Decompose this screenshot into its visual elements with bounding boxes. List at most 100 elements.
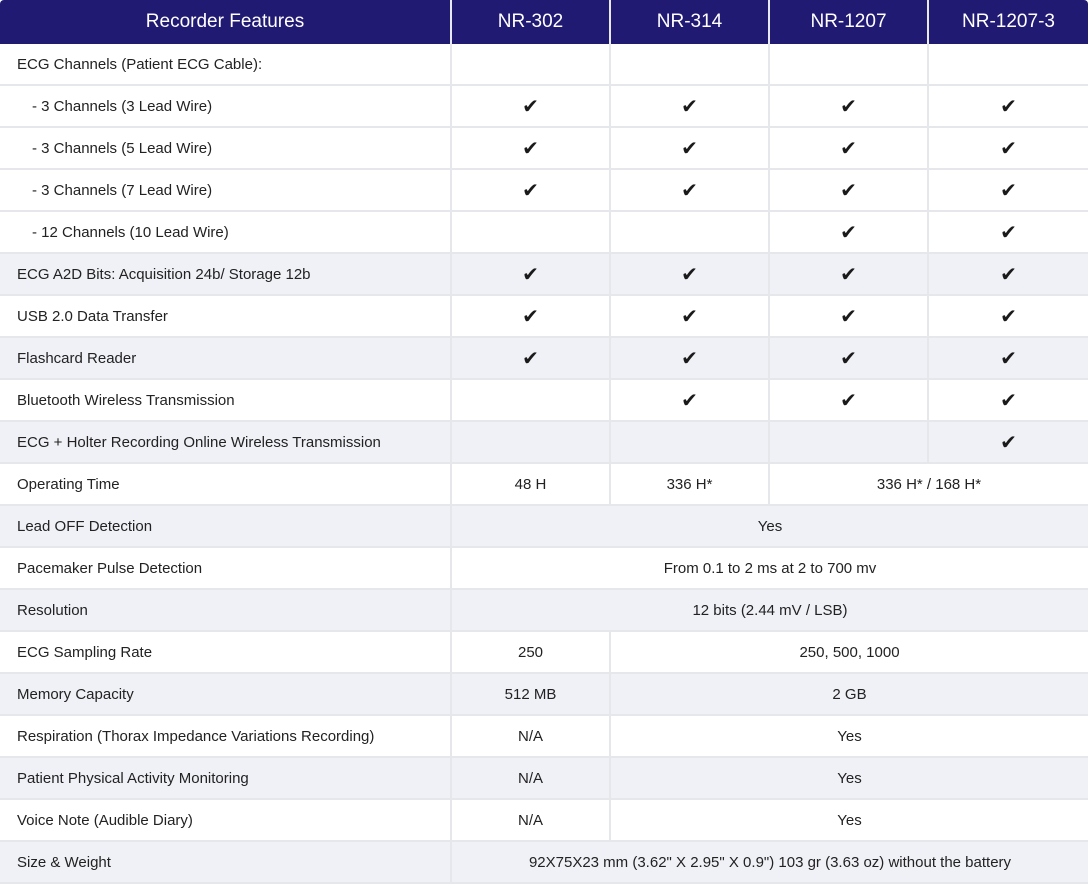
value-cell [611,212,770,254]
feature-cell: ✔ [452,128,611,170]
checkmark-icon: ✔ [1000,221,1017,244]
table-row: - 3 Channels (3 Lead Wire) ✔ ✔ ✔ ✔ [0,86,1088,128]
feature-label: ECG + Holter Recording Online Wireless T… [0,422,452,464]
value-cell [770,44,929,86]
checkmark-icon: ✔ [1000,95,1017,118]
checkmark-icon: ✔ [840,347,857,370]
feature-cell: ✔ [770,254,929,296]
checkmark-icon: ✔ [840,305,857,328]
feature-cell: ✔ [929,170,1088,212]
feature-cell: ✔ [611,380,770,422]
feature-label: Size & Weight [0,842,452,884]
value-cell: 250 [452,632,611,674]
feature-cell: ✔ [770,170,929,212]
header-nr-314: NR-314 [611,0,770,44]
table-row: Voice Note (Audible Diary) N/A Yes [0,800,1088,842]
value-cell: From 0.1 to 2 ms at 2 to 700 mv [452,548,1088,590]
table-row: Flashcard Reader ✔ ✔ ✔ ✔ [0,338,1088,380]
value-cell [452,44,611,86]
feature-cell: ✔ [770,128,929,170]
value-cell [611,422,770,464]
table-row: USB 2.0 Data Transfer ✔ ✔ ✔ ✔ [0,296,1088,338]
value-cell [770,422,929,464]
feature-cell: ✔ [452,170,611,212]
checkmark-icon: ✔ [840,95,857,118]
value-cell: 48 H [452,464,611,506]
value-cell: 336 H* [611,464,770,506]
table-row: Respiration (Thorax Impedance Variations… [0,716,1088,758]
feature-cell: ✔ [770,212,929,254]
feature-cell: ✔ [929,338,1088,380]
table-row: ECG Sampling Rate 250 250, 500, 1000 [0,632,1088,674]
value-cell: 2 GB [611,674,1088,716]
feature-label: - 12 Channels (10 Lead Wire) [0,212,452,254]
feature-cell: ✔ [770,380,929,422]
feature-label: Memory Capacity [0,674,452,716]
value-cell: 250, 500, 1000 [611,632,1088,674]
feature-cell: ✔ [611,86,770,128]
table-row: Patient Physical Activity Monitoring N/A Y… [0,758,1088,800]
checkmark-icon: ✔ [681,179,698,202]
checkmark-icon: ✔ [840,221,857,244]
value-cell: Yes [611,758,1088,800]
feature-cell: ✔ [929,296,1088,338]
value-cell: N/A [452,716,611,758]
table-row: ECG A2D Bits: Acquisition 24b/ Storage 1… [0,254,1088,296]
header-nr-1207: NR-1207 [770,0,929,44]
feature-cell: ✔ [452,86,611,128]
feature-cell: ✔ [770,86,929,128]
feature-label: - 3 Channels (7 Lead Wire) [0,170,452,212]
feature-label: ECG A2D Bits: Acquisition 24b/ Storage 1… [0,254,452,296]
feature-label: ECG Channels (Patient ECG Cable): [0,44,452,86]
value-cell: 12 bits (2.44 mV / LSB) [452,590,1088,632]
table-row: Pacemaker Pulse Detection From 0.1 to 2 m… [0,548,1088,590]
feature-cell: ✔ [452,254,611,296]
header-nr-1207-3: NR-1207-3 [929,0,1088,44]
checkmark-icon: ✔ [840,389,857,412]
feature-cell: ✔ [770,296,929,338]
value-cell: 336 H* / 168 H* [770,464,1088,506]
table-row: Resolution 12 bits (2.44 mV / LSB) [0,590,1088,632]
checkmark-icon: ✔ [840,137,857,160]
checkmark-icon: ✔ [840,263,857,286]
feature-label: Bluetooth Wireless Transmission [0,380,452,422]
table-row: Operating Time 48 H 336 H* 336 H* / 168 H* [0,464,1088,506]
value-cell [929,44,1088,86]
checkmark-icon: ✔ [681,347,698,370]
value-cell: Yes [452,506,1088,548]
table-row: Memory Capacity 512 MB 2 GB [0,674,1088,716]
checkmark-icon: ✔ [681,389,698,412]
checkmark-icon: ✔ [681,263,698,286]
table-row: Bluetooth Wireless Transmission ✔ ✔ ✔ [0,380,1088,422]
feature-label: Respiration (Thorax Impedance Variations… [0,716,452,758]
table-row: - 3 Channels (5 Lead Wire) ✔ ✔ ✔ ✔ [0,128,1088,170]
header-recorder-features: Recorder Features [0,0,452,44]
feature-cell: ✔ [929,212,1088,254]
table-row: - 12 Channels (10 Lead Wire) ✔ ✔ [0,212,1088,254]
feature-label: Patient Physical Activity Monitoring [0,758,452,800]
checkmark-icon: ✔ [1000,137,1017,160]
feature-label: - 3 Channels (3 Lead Wire) [0,86,452,128]
checkmark-icon: ✔ [840,179,857,202]
checkmark-icon: ✔ [1000,389,1017,412]
value-cell: 92X75X23 mm (3.62" X 2.95" X 0.9") 103 g… [452,842,1088,884]
value-cell [452,422,611,464]
value-cell [452,212,611,254]
checkmark-icon: ✔ [1000,347,1017,370]
checkmark-icon: ✔ [522,347,539,370]
table-row: Size & Weight 92X75X23 mm (3.62" X 2.95" … [0,842,1088,884]
feature-cell: ✔ [929,422,1088,464]
feature-label: Pacemaker Pulse Detection [0,548,452,590]
value-cell: 512 MB [452,674,611,716]
checkmark-icon: ✔ [1000,431,1017,454]
table-row: - 3 Channels (7 Lead Wire) ✔ ✔ ✔ ✔ [0,170,1088,212]
header-row: Recorder Features NR-302 NR-314 NR-1207 … [0,0,1088,44]
checkmark-icon: ✔ [681,305,698,328]
feature-cell: ✔ [611,128,770,170]
feature-label: USB 2.0 Data Transfer [0,296,452,338]
table-row: ECG Channels (Patient ECG Cable): [0,44,1088,86]
checkmark-icon: ✔ [522,179,539,202]
feature-cell: ✔ [611,296,770,338]
feature-label: ECG Sampling Rate [0,632,452,674]
feature-cell: ✔ [929,86,1088,128]
